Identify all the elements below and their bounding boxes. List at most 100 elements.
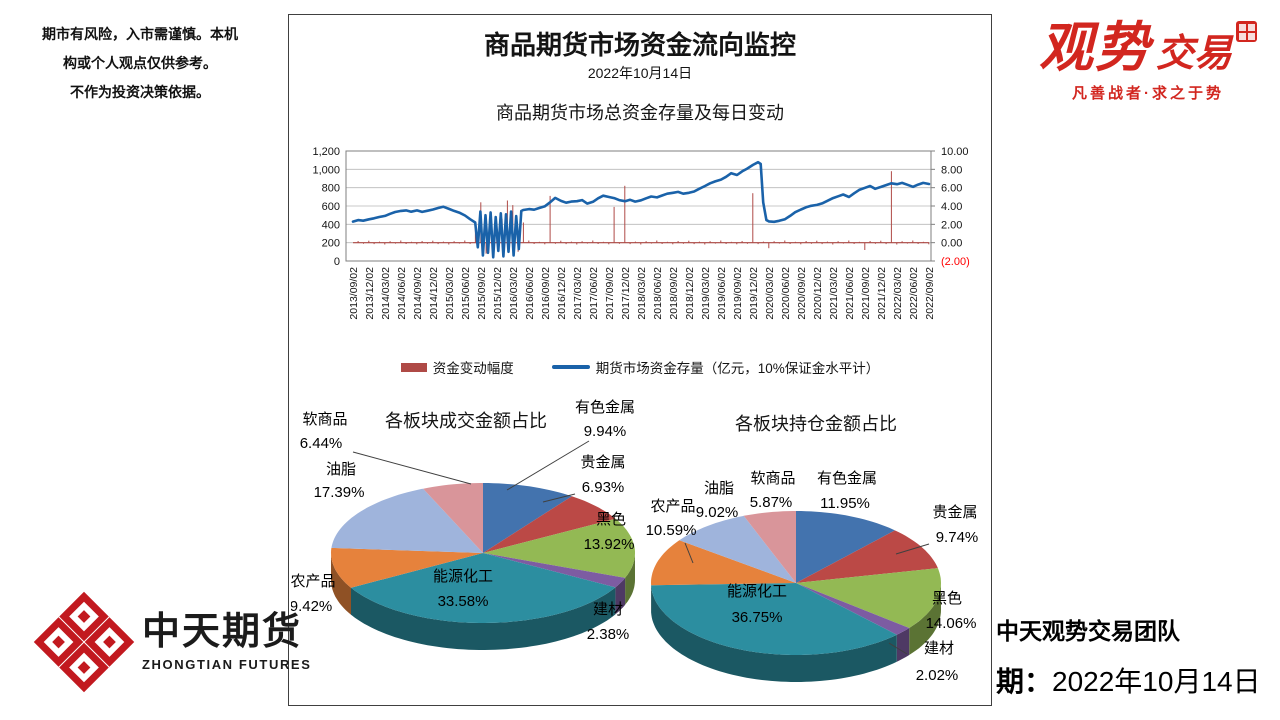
chart-text: 2022/09/02 — [924, 267, 936, 320]
chart-text: 2019/06/02 — [716, 267, 728, 320]
date-value: 2022年10月14日 — [1052, 666, 1261, 697]
pie-openinterest-title: 各板块持仓金额占比 — [735, 414, 897, 434]
chart-text: 9.74% — [936, 529, 979, 546]
chart-text: 2020/03/02 — [764, 267, 776, 320]
chart-text: 2015/06/02 — [460, 267, 472, 320]
bar-swatch-icon — [400, 362, 427, 372]
chart-text: 0 — [334, 256, 340, 268]
chart-text: 14.06% — [926, 615, 977, 632]
chart-text: 2.38% — [587, 626, 630, 643]
guanshi-brand-logo: 观势 交易 凡善战者·求之于势 — [1028, 20, 1268, 103]
chart-text: 油脂 — [704, 480, 734, 497]
seal-icon — [1236, 21, 1257, 42]
report-panel: 商品期货市场资金流向监控 2022年10月14日 商品期货市场总资金存量及每日变… — [288, 14, 992, 706]
disclaimer-line: 不作为投资决策依据。 — [70, 84, 210, 100]
chart-text: 11.95% — [820, 495, 870, 512]
chart-text: 1,000 — [312, 164, 340, 176]
chart-text: 2013/12/02 — [364, 267, 376, 320]
chart-text: 9.02% — [696, 504, 739, 521]
chart-text: 13.92% — [584, 536, 635, 553]
chart-text: 9.94% — [584, 423, 627, 440]
chart-text: 农产品 — [291, 573, 336, 590]
line-swatch-icon — [551, 365, 590, 369]
openinterest-share-pie-chart: 有色金属 11.95% 贵金属 9.74% 黑色 14.06% 建材 2.02% 能源化工 36.… — [646, 470, 979, 684]
chart-text: 2021/09/02 — [860, 267, 872, 320]
report-date: 2022年10月14日 — [587, 65, 693, 81]
chart-text: 2015/12/02 — [492, 267, 504, 320]
chart-text: 10.00 — [941, 146, 969, 158]
team-signature: 中天观势交易团队 期：2022年10月14日 — [992, 612, 1261, 700]
chart-text: 有色金属 — [575, 399, 635, 416]
pie-turnover-title: 各板块成交金额占比 — [385, 411, 547, 431]
chart-text: 2014/12/02 — [428, 267, 440, 320]
chart-text: 200 — [322, 238, 340, 250]
brand-name-main: 观势 — [1038, 15, 1151, 79]
chart-text: 2017/03/02 — [572, 267, 584, 320]
chart-text: 2020/06/02 — [780, 267, 792, 320]
chart-text: 油脂 — [326, 461, 356, 478]
chart-text: 6.44% — [300, 435, 343, 452]
chart-text: 2021/06/02 — [844, 267, 856, 320]
brand-slogan: 凡善战者·求之于势 — [1072, 85, 1224, 102]
line-chart-title: 商品期货市场总资金存量及每日变动 — [496, 103, 784, 123]
chart-text: 2013/09/02 — [348, 267, 360, 320]
disclaimer-line: 构或个人观点仅供参考。 — [63, 55, 217, 71]
chart-text: 2014/06/02 — [396, 267, 408, 320]
page-title: 商品期货市场资金流向监控 — [483, 30, 796, 60]
chart-text: 2.00 — [941, 219, 962, 231]
line-chart-legend: 资金变动幅度 期货市场资金存量（亿元，10%保证金水平计） — [289, 357, 991, 377]
legend-label: 期货市场资金存量（亿元，10%保证金水平计） — [595, 361, 880, 376]
fund-stock-line-chart: 1,200 10.00 1,000 8.00 800 6.00 600 4.00 400 2.00… — [312, 146, 969, 320]
legend-item-stock: 期货市场资金存量（亿元，10%保证金水平计） — [551, 357, 880, 377]
zhongtian-cn-wordmark: 中天期货 — [142, 611, 303, 654]
chart-text: 2016/12/02 — [556, 267, 568, 320]
team-name: 中天观势交易团队 — [996, 618, 1180, 644]
chart-text: 33.58% — [438, 593, 489, 610]
chart-text: 1,200 — [312, 146, 340, 158]
chart-text: 6.93% — [582, 479, 625, 496]
chart-text: 600 — [322, 201, 340, 213]
chart-text: 2.02% — [916, 667, 959, 684]
chart-text: 黑色 — [596, 511, 626, 528]
zhongtian-lattice-icon — [33, 591, 135, 693]
chart-text: 2016/03/02 — [508, 267, 520, 320]
chart-text: 能源化工 — [433, 568, 493, 585]
chart-text: 10.59% — [646, 522, 696, 539]
chart-text: 2017/06/02 — [588, 267, 600, 320]
chart-text: 6.00 — [941, 183, 962, 195]
chart-text: 黑色 — [932, 590, 962, 607]
chart-text: 2018/09/02 — [668, 267, 680, 320]
date-label: 期： — [996, 666, 1053, 697]
chart-text: 贵金属 — [580, 454, 625, 471]
chart-text: 36.75% — [732, 609, 783, 626]
chart-text: 2018/06/02 — [652, 267, 664, 320]
chart-text: 贵金属 — [932, 504, 977, 521]
chart-text: 0.00 — [941, 238, 962, 250]
chart-text: 17.39% — [314, 484, 365, 501]
chart-text: 4.00 — [941, 201, 962, 213]
chart-text: 2018/12/02 — [684, 267, 696, 320]
chart-text: 8.00 — [941, 164, 962, 176]
chart-text: 有色金属 — [817, 470, 877, 487]
chart-text: 软商品 — [302, 411, 347, 428]
risk-disclaimer: 期市有风险，入市需谨慎。本机 构或个人观点仅供参考。 不作为投资决策依据。 — [14, 20, 266, 107]
chart-text: 能源化工 — [727, 583, 787, 600]
chart-text: 9.42% — [291, 598, 332, 615]
zhongtian-futures-logo: 中天期货 ZHONGTIAN FUTURES — [33, 591, 312, 693]
legend-label: 资金变动幅度 — [432, 361, 514, 376]
chart-text: 2016/09/02 — [540, 267, 552, 320]
chart-text: 2021/03/02 — [828, 267, 840, 320]
chart-text: 2022/03/02 — [892, 267, 904, 320]
chart-text: 2022/06/02 — [908, 267, 920, 320]
chart-text: 2018/03/02 — [636, 267, 648, 320]
legend-item-change: 资金变动幅度 — [400, 357, 514, 377]
chart-text: 2019/03/02 — [700, 267, 712, 320]
chart-text: 2015/09/02 — [476, 267, 488, 320]
chart-text: 800 — [322, 183, 340, 195]
chart-text: 2019/09/02 — [732, 267, 744, 320]
chart-text: 2020/12/02 — [812, 267, 824, 320]
chart-text: 农产品 — [650, 498, 695, 515]
chart-text: 2014/09/02 — [412, 267, 424, 320]
chart-text: 2014/03/02 — [380, 267, 392, 320]
zhongtian-en-wordmark: ZHONGTIAN FUTURES — [142, 656, 312, 672]
